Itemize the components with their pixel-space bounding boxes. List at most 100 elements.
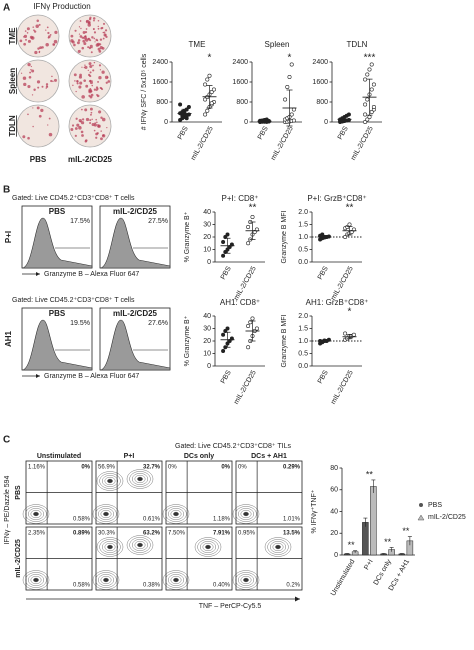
spot — [81, 108, 83, 111]
contour — [275, 544, 281, 550]
spot — [74, 134, 77, 137]
y-tick-label: 0.5 — [298, 350, 308, 357]
column-label: PBS — [30, 155, 47, 164]
quadrant-percent: 0.38% — [143, 583, 161, 589]
well — [68, 104, 112, 148]
data-point — [254, 326, 259, 331]
legend-marker — [417, 514, 425, 521]
legend-marker — [419, 503, 423, 507]
error-bar — [353, 550, 358, 553]
arrow-head — [36, 374, 40, 378]
y-tick-label: 0.0 — [298, 363, 308, 370]
error-bar — [389, 547, 394, 552]
spot — [94, 41, 96, 43]
x-tick-label: mIL-2/CD25 — [190, 125, 215, 161]
spot — [81, 36, 84, 39]
data-point — [223, 250, 228, 255]
spot — [23, 82, 27, 87]
significance: ** — [249, 203, 257, 214]
spot — [101, 88, 104, 91]
data-point — [221, 332, 226, 337]
data-point — [250, 316, 255, 321]
spot — [97, 19, 100, 22]
quadrant-percent: 1.18% — [213, 517, 231, 523]
y-tick-label: 40 — [330, 508, 338, 515]
contour — [167, 508, 184, 520]
spot — [84, 108, 88, 112]
contour — [30, 510, 42, 519]
contour — [95, 506, 117, 522]
spot — [96, 121, 98, 124]
spot — [91, 84, 94, 87]
gate-label: Gated: Live CD45.2⁺CD3⁺CD8⁺ T cells — [12, 297, 135, 304]
error-bar — [286, 89, 293, 127]
contour — [104, 477, 116, 486]
y-tick-label: 0 — [244, 119, 248, 126]
spot — [80, 27, 82, 30]
spot — [78, 75, 83, 79]
spot — [90, 93, 94, 97]
x-tick-label: PBS — [220, 265, 233, 281]
data-point — [203, 112, 208, 117]
error-bar — [224, 237, 231, 254]
spot — [74, 80, 76, 82]
spot — [75, 90, 77, 93]
x-tick-label: mIL-2/CD25 — [270, 125, 295, 161]
data-point — [367, 67, 372, 72]
y-tick-label: 800 — [316, 99, 328, 106]
contour — [28, 508, 45, 520]
row-label: AH1 — [4, 330, 13, 347]
y-tick-label: 1.0 — [298, 234, 308, 241]
spot — [88, 89, 92, 94]
quadrant-percent: 7.50% — [168, 531, 186, 537]
spot — [79, 120, 82, 123]
spot — [97, 123, 99, 126]
contour — [129, 471, 151, 487]
data-point — [246, 345, 251, 350]
contour — [162, 570, 190, 590]
data-point — [203, 97, 208, 102]
contour — [25, 506, 47, 522]
spot — [36, 19, 40, 23]
spot — [97, 27, 100, 30]
spot — [89, 39, 92, 42]
y-tick-label: 10 — [203, 246, 211, 253]
data-point — [250, 215, 255, 220]
column-label: mIL-2/CD25 — [68, 155, 113, 164]
spot — [97, 80, 100, 83]
data-point — [365, 117, 370, 122]
quadrant-percent: 0.29% — [283, 465, 301, 471]
spot — [91, 47, 93, 49]
data-point — [203, 82, 208, 87]
quadrant-percent: 56.9% — [98, 465, 116, 471]
gate-percent: 27.6% — [148, 320, 168, 327]
spot — [92, 64, 94, 67]
spot — [78, 85, 82, 89]
error-bar — [206, 85, 213, 109]
spot — [29, 35, 33, 39]
significance: ** — [348, 540, 356, 550]
data-point — [369, 62, 374, 67]
data-point — [207, 73, 212, 78]
error-bar — [399, 553, 404, 555]
error-bar — [366, 78, 373, 116]
spot — [97, 47, 101, 51]
spot — [30, 69, 32, 71]
spot — [93, 88, 97, 91]
spot — [96, 39, 99, 42]
spot — [106, 76, 109, 79]
contour — [92, 570, 120, 590]
y-tick-label: 2.0 — [298, 209, 308, 216]
spot — [89, 16, 92, 19]
spot — [91, 80, 93, 82]
chart-title: P+I: GrzB⁺CD8⁺ — [307, 194, 366, 203]
spot — [81, 118, 85, 121]
significance: ** — [346, 203, 354, 214]
y-tick-label: 1600 — [152, 79, 168, 86]
chart-title: P+I: CD8⁺ — [222, 194, 259, 203]
data-point — [369, 87, 374, 92]
data-point — [365, 72, 370, 77]
spot — [101, 70, 105, 74]
spot — [37, 86, 40, 89]
